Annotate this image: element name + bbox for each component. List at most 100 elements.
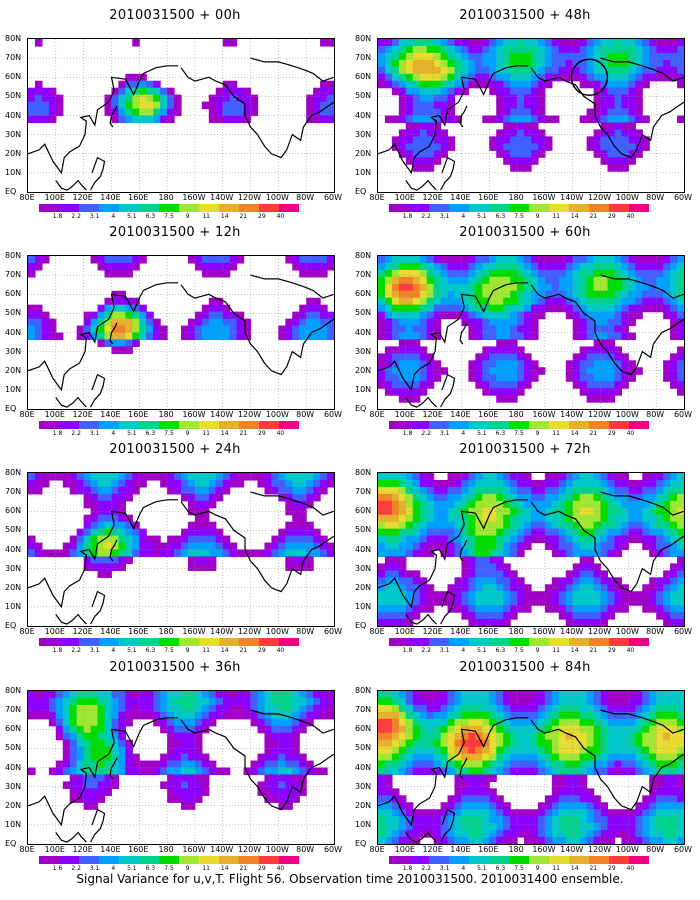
variance-cell [111,500,120,509]
variance-cell [433,493,442,502]
variance-cell [292,781,300,789]
colorbar-swatch [159,204,179,212]
variance-cell [187,753,196,762]
lat-tick-label: 30N [5,129,22,139]
variance-cell [551,739,560,748]
variance-cell [69,732,78,741]
variance-cell [614,381,623,389]
variance-cell [187,767,196,776]
variance-cell [524,753,532,762]
variance-cell [600,500,609,509]
map-plot [377,38,685,193]
variance-cell [208,718,217,727]
variance-cell [489,584,497,592]
variance-cell [503,809,511,817]
variance-cell [118,486,126,495]
variance-cell [517,283,525,292]
coastline [530,67,684,159]
coastline [90,808,106,843]
variance-cell [194,479,203,488]
variance-cell [306,493,314,502]
variance-cell [146,549,154,558]
variance-cell [83,549,92,558]
variance-cell [104,788,113,796]
variance-cell [83,718,92,727]
variance-cell [48,691,57,699]
variance-cell [62,781,71,789]
variance-cell [378,619,386,626]
variance-cell [482,276,490,285]
variance-cell [299,788,307,796]
variance-cell [503,697,511,706]
variance-cell [524,332,532,341]
variance-cell [475,80,483,89]
variance-cell [187,711,196,720]
variance-cell [614,332,623,341]
variance-cell [132,767,140,776]
variance-cell [313,767,321,776]
variance-cell [503,584,511,592]
variance-cell [572,746,581,755]
variance-cell [614,697,623,706]
variance-cell [579,774,588,783]
variance-cell [139,691,147,699]
variance-cell [593,311,602,320]
variance-cell [55,332,64,341]
colorbar-swatch [389,204,409,212]
variance-cell [181,753,189,762]
variance-cell [482,297,490,306]
variance-cell [468,297,476,306]
variance-cell [174,788,182,796]
variance-cell [215,108,224,117]
variance-cell [663,360,671,368]
lon-tick-label: 100E [394,410,415,419]
variance-cell [153,704,161,713]
variance-cell [278,479,286,488]
lon-tick-label: 160E [128,845,149,854]
variance-cell [531,816,539,824]
variance-cell [475,725,483,734]
variance-cell [28,115,36,124]
variance-cell [482,774,490,783]
variance-cell [405,732,414,741]
variance-cell [378,549,386,558]
variance-cell [677,753,684,762]
variance-cell [572,290,581,299]
variance-cell [222,80,231,89]
variance-cell [642,52,650,61]
variance-cell [433,746,442,755]
variance-cell [482,388,490,396]
variance-cell [447,486,456,495]
panel-title: 2010031500 + 00h [109,8,241,23]
variance-cell [614,262,623,271]
variance-cell [663,809,671,817]
variance-cell [320,473,328,481]
variance-cell [600,381,609,389]
colorbar-tick-label: 21 [589,865,598,872]
variance-cell [426,136,435,144]
variance-cell [524,290,532,299]
variance-cell [405,691,414,699]
variance-cell [76,535,85,544]
variance-cell [524,767,532,776]
variance-cell [649,605,657,613]
variance-cell [572,45,581,54]
lon-tick-label: 180 [158,627,174,636]
variance-cell [558,697,567,706]
variance-cell [440,549,449,558]
variance-cell [551,691,560,699]
variance-cell [531,598,539,606]
variance-cell [201,479,210,488]
variance-cell [118,697,126,706]
colorbar-swatch [589,204,609,212]
variance-cell [537,521,546,530]
variance-cell [454,837,463,844]
variance-cell [398,353,407,361]
variance-cell [412,129,421,137]
variance-cell [83,479,92,488]
variance-cell [433,837,442,844]
variance-cell [194,725,203,734]
variance-cell [593,256,602,264]
variance-cell [111,87,120,96]
variance-cell [118,542,126,551]
